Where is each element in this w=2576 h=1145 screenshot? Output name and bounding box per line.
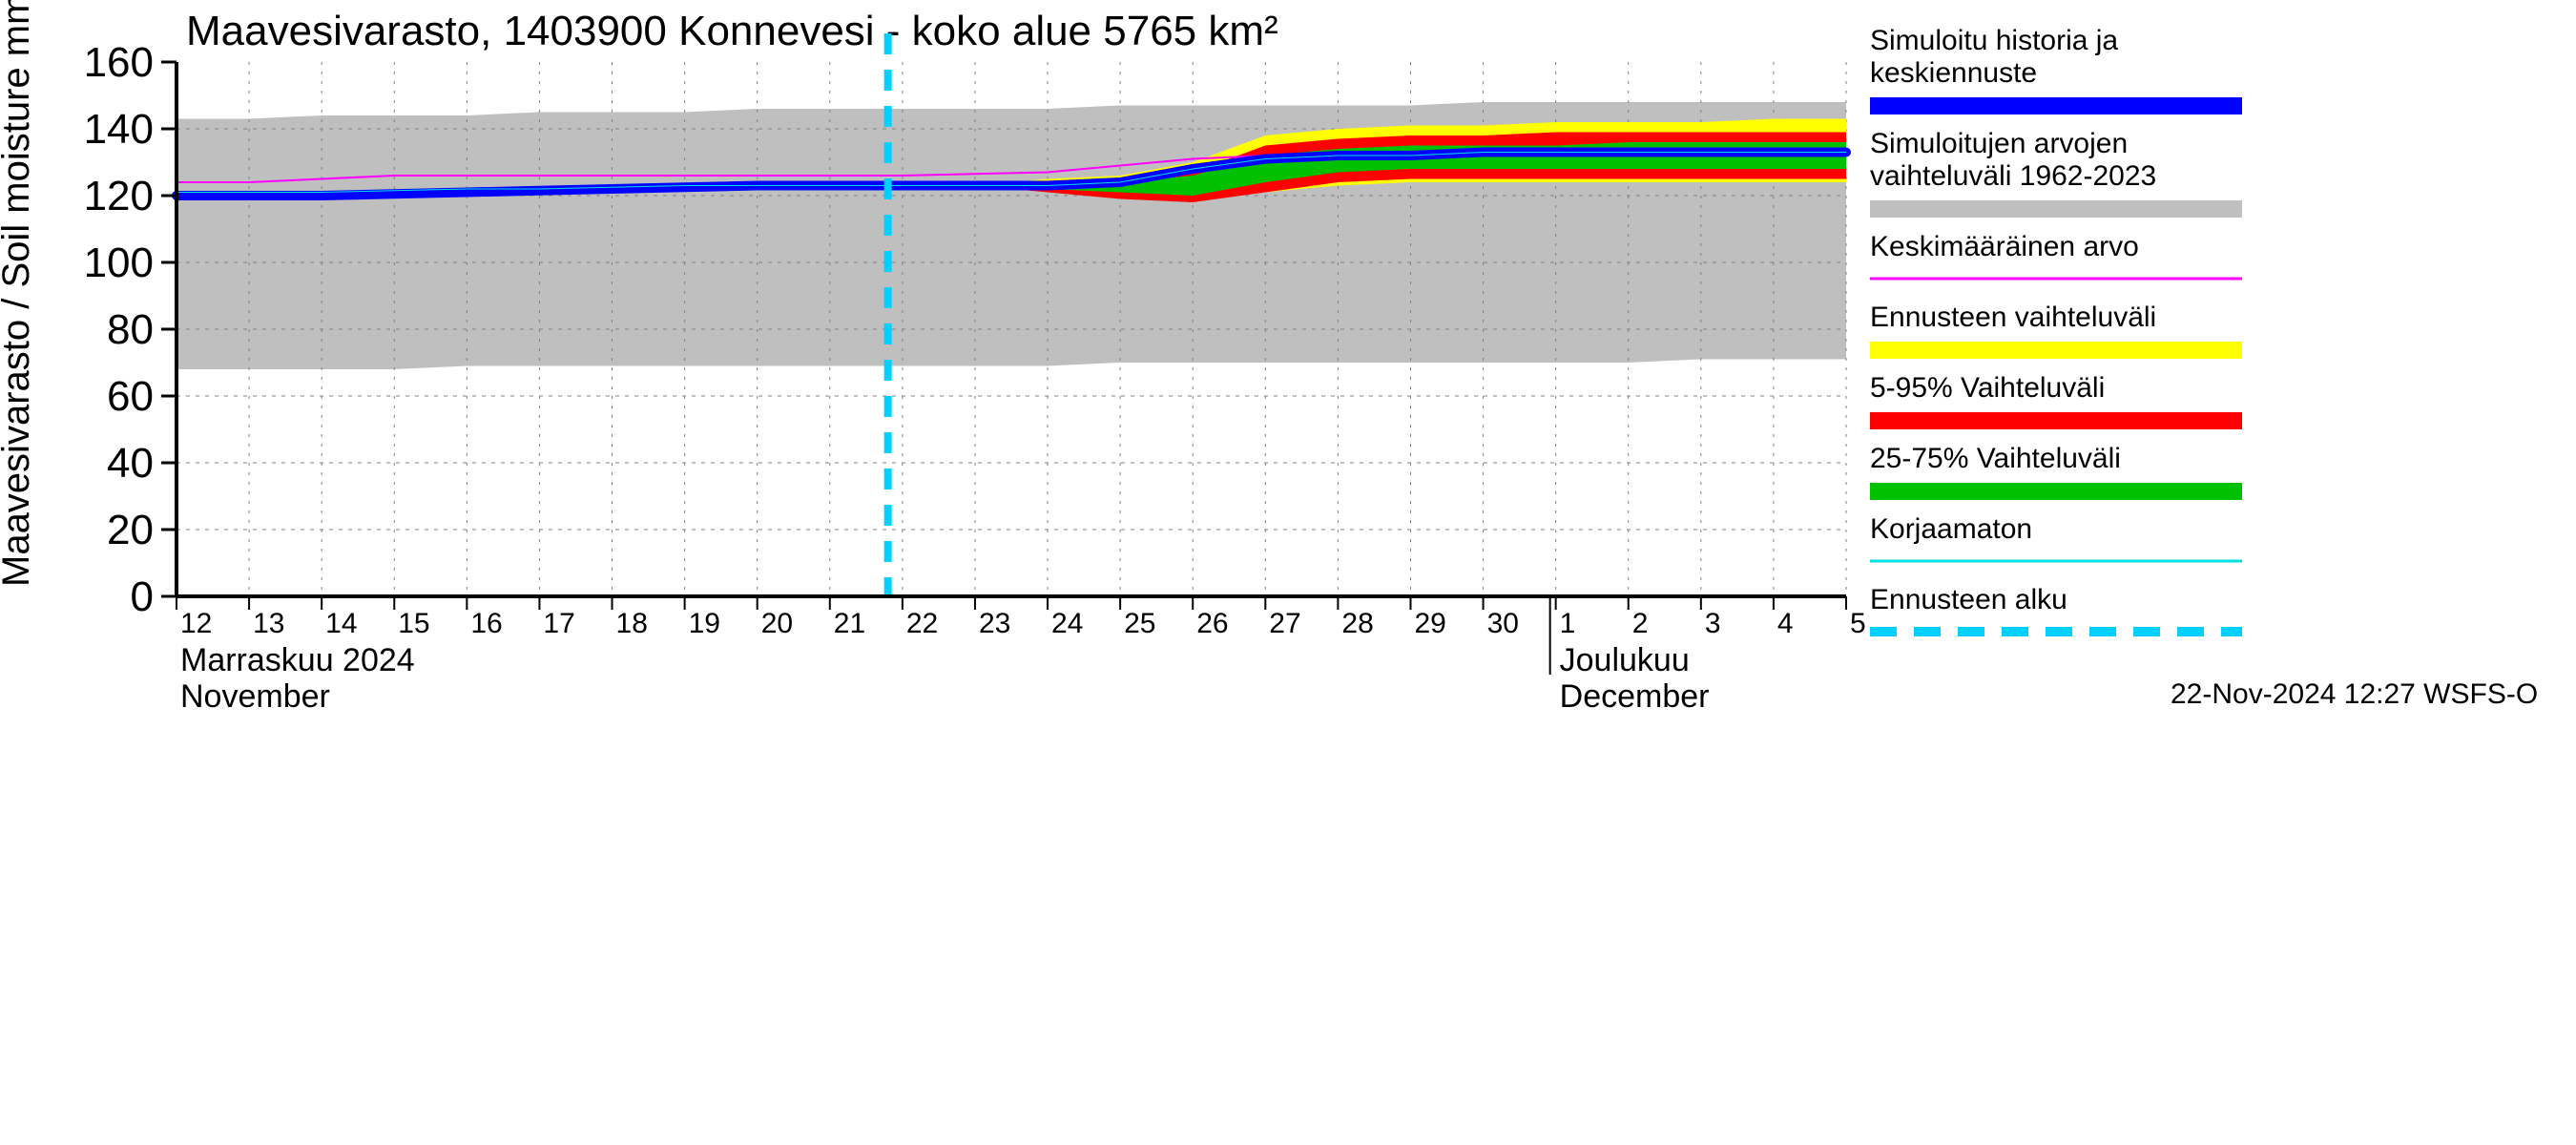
x-tick-label: 22 — [906, 608, 938, 639]
month-label-fi: Marraskuu 2024 — [180, 642, 415, 678]
x-tick-label: 1 — [1560, 608, 1576, 639]
x-tick-label: 20 — [761, 608, 793, 639]
legend-label: vaihteluväli 1962-2023 — [1870, 160, 2156, 192]
x-tick-label: 3 — [1705, 608, 1721, 639]
x-tick-label: 27 — [1269, 608, 1300, 639]
legend-swatch — [1870, 483, 2242, 500]
legend-label: 5-95% Vaihteluväli — [1870, 372, 2105, 404]
legend-label: 25-75% Vaihteluväli — [1870, 443, 2121, 474]
soil-moisture-chart: Maavesivarasto, 1403900 Konnevesi - koko… — [0, 0, 2576, 1145]
legend-swatch — [1870, 342, 2242, 359]
month-label-en: November — [180, 678, 330, 715]
x-tick-label: 16 — [470, 608, 502, 639]
x-tick-label: 13 — [253, 608, 284, 639]
month-label-en: December — [1560, 678, 1710, 715]
x-tick-label: 19 — [689, 608, 720, 639]
legend-label: Simuloitujen arvojen — [1870, 128, 2128, 159]
x-tick-label: 14 — [325, 608, 357, 639]
legend-label: Ennusteen alku — [1870, 584, 2067, 615]
x-tick-label: 21 — [834, 608, 865, 639]
y-tick-label: 40 — [107, 440, 154, 487]
y-tick-label: 80 — [107, 306, 154, 353]
x-tick-label: 26 — [1196, 608, 1228, 639]
chart-title: Maavesivarasto, 1403900 Konnevesi - koko… — [186, 8, 1278, 54]
y-tick-label: 60 — [107, 373, 154, 420]
y-tick-label: 160 — [84, 39, 154, 86]
x-tick-label: 4 — [1777, 608, 1794, 639]
x-tick-label: 12 — [180, 608, 212, 639]
month-label-fi: Joulukuu — [1560, 642, 1690, 678]
x-tick-label: 5 — [1850, 608, 1866, 639]
legend-swatch — [1870, 412, 2242, 429]
x-tick-label: 15 — [398, 608, 429, 639]
y-tick-label: 0 — [131, 573, 154, 620]
legend-swatch — [1870, 97, 2242, 114]
x-tick-label: 24 — [1051, 608, 1083, 639]
y-axis-label: Maavesivarasto / Soil moisture mm — [0, 0, 37, 587]
x-tick-label: 23 — [979, 608, 1010, 639]
y-tick-label: 20 — [107, 507, 154, 553]
legend-label: Korjaamaton — [1870, 513, 2032, 545]
x-tick-label: 29 — [1414, 608, 1445, 639]
legend-label: Simuloitu historia ja — [1870, 25, 2118, 56]
x-tick-label: 30 — [1487, 608, 1519, 639]
y-tick-label: 140 — [84, 106, 154, 153]
x-tick-label: 25 — [1124, 608, 1155, 639]
timestamp: 22-Nov-2024 12:27 WSFS-O — [2171, 678, 2538, 710]
legend-label: Keskimääräinen arvo — [1870, 231, 2139, 262]
y-tick-label: 100 — [84, 239, 154, 286]
y-tick-label: 120 — [84, 173, 154, 219]
x-tick-label: 28 — [1341, 608, 1373, 639]
legend-label: Ennusteen vaihteluväli — [1870, 302, 2156, 333]
legend-swatch — [1870, 200, 2242, 218]
x-tick-label: 18 — [616, 608, 648, 639]
x-tick-label: 2 — [1632, 608, 1649, 639]
legend-label: keskiennuste — [1870, 57, 2037, 89]
x-tick-label: 17 — [543, 608, 574, 639]
